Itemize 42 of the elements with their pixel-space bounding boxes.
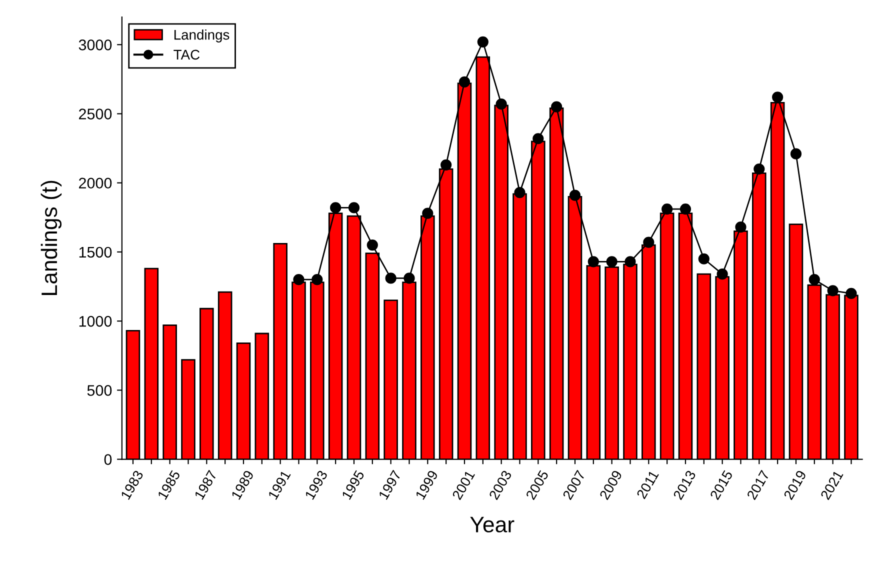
point [790, 148, 802, 160]
point [588, 256, 599, 268]
y-tick-label: 1000 [79, 316, 112, 327]
point [716, 268, 728, 280]
point [404, 272, 415, 284]
point [827, 285, 838, 296]
point [330, 202, 342, 214]
point [643, 236, 654, 248]
y-tick-label: 2500 [79, 108, 112, 120]
point [808, 274, 820, 286]
point [569, 190, 581, 201]
point [606, 256, 618, 268]
point [662, 204, 673, 215]
point [680, 204, 692, 215]
y-tick-label: 2000 [79, 178, 112, 189]
x-axis-title: Year [470, 516, 514, 532]
point [385, 272, 396, 284]
y-tick-label: 3000 [78, 40, 112, 50]
point [514, 186, 526, 198]
point [496, 98, 507, 110]
point [735, 222, 746, 233]
legend-label: TAC [174, 50, 200, 60]
point [532, 133, 544, 144]
point [348, 202, 360, 214]
point [846, 288, 857, 299]
point [754, 163, 765, 175]
point [551, 101, 562, 112]
point [698, 253, 710, 264]
y-tick-label: 500 [87, 385, 112, 396]
point [477, 36, 488, 48]
point [624, 256, 636, 268]
point [772, 92, 784, 103]
point [458, 76, 470, 88]
legend-label: Landings [174, 30, 230, 42]
point [422, 208, 434, 219]
point [293, 274, 304, 286]
y-tick-label: 0 [104, 454, 112, 465]
y-axis-title: Landings (t) [40, 180, 62, 295]
point [312, 274, 323, 286]
point [440, 159, 452, 170]
point [366, 239, 378, 251]
y-tick-label: 1500 [79, 246, 112, 258]
